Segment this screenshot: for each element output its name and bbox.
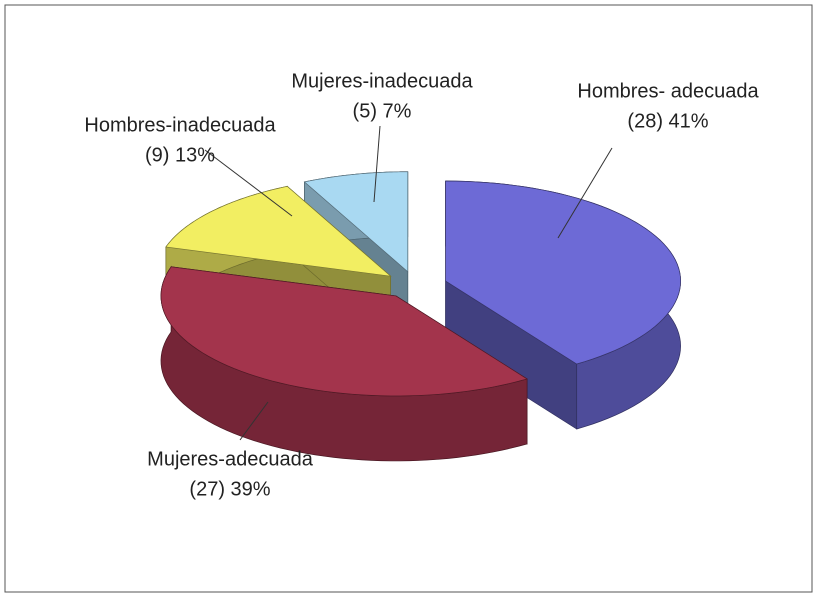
slice-label: Hombres-inadecuada (84, 114, 276, 136)
slice-value-label: (5) 7% (353, 100, 412, 122)
slice-value-label: (9) 13% (145, 144, 215, 166)
leader-line (204, 149, 293, 217)
slice-value-label: (28) 41% (627, 110, 708, 132)
slice-label: Hombres- adecuada (577, 80, 759, 102)
slice-label: Mujeres-adecuada (147, 448, 314, 470)
slice-top (445, 180, 681, 365)
pie-slice (445, 180, 681, 430)
leader-line (557, 147, 613, 239)
slice-top (160, 266, 528, 397)
chart-frame (4, 4, 813, 593)
slice-value-label: (27) 39% (189, 478, 270, 500)
slice-top (303, 171, 409, 273)
slice-label: Mujeres-inadecuada (291, 70, 473, 92)
pie-slice (160, 265, 528, 462)
leader-line (373, 125, 381, 203)
leader-line (239, 401, 269, 441)
